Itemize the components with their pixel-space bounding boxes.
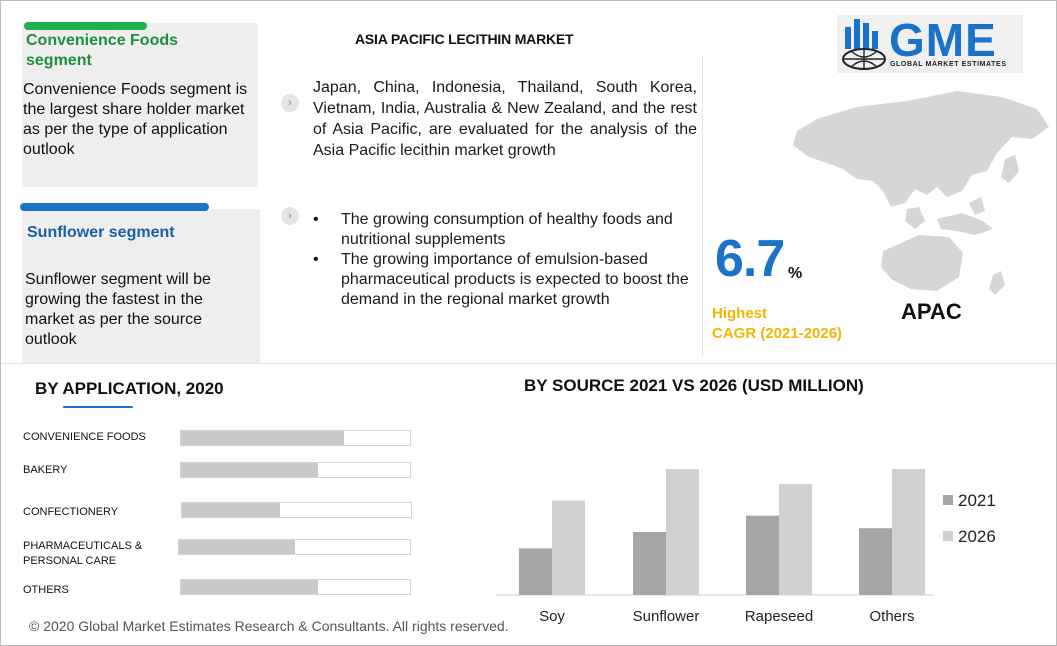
cagr-value: 6.7 <box>715 230 785 288</box>
legend-swatch <box>943 531 953 541</box>
application-bar <box>181 463 319 477</box>
sunflower-card <box>22 209 260 363</box>
asia-pacific-map <box>793 91 1049 295</box>
source-bar-2026 <box>892 469 925 595</box>
convenience-text: Convenience Foods segment is the largest… <box>23 81 248 158</box>
application-bar-track <box>178 539 411 555</box>
source-bar-2021 <box>746 515 779 595</box>
cagr-label-line1: Highest <box>712 305 768 322</box>
bullet-dot: • <box>313 251 319 268</box>
application-category-label: BAKERY <box>23 464 68 476</box>
source-category-label: Others <box>869 608 914 625</box>
source-bar-2026 <box>552 500 585 595</box>
application-category-label: PHARMACEUTICALS & PERSONAL CARE <box>23 540 143 567</box>
copyright-footer: © 2020 Global Market Estimates Research … <box>29 618 509 634</box>
horizontal-divider <box>1 363 1056 364</box>
application-chart-title: BY APPLICATION, 2020 <box>35 379 224 398</box>
chevron-right-icon: › <box>281 94 299 112</box>
cagr-unit: % <box>788 265 803 282</box>
sunflower-text: Sunflower segment will be growing the fa… <box>25 271 211 348</box>
application-bar <box>181 431 344 445</box>
intro-paragraph: Japan, China, Indonesia, Thailand, South… <box>313 79 697 159</box>
application-bar-track <box>180 462 411 478</box>
source-bar-2021 <box>859 528 892 595</box>
application-bar <box>181 580 319 594</box>
vertical-divider <box>702 57 703 357</box>
application-bar <box>182 503 281 517</box>
legend-label: 2026 <box>958 527 996 546</box>
bullet-text: The growing importance of emulsion-based… <box>341 251 689 308</box>
source-category-label: Rapeseed <box>745 608 813 625</box>
region-label: APAC <box>901 299 962 324</box>
page-title: ASIA PACIFIC LECITHIN MARKET <box>355 31 574 47</box>
sunflower-accent-bar <box>20 203 209 211</box>
bullet-text: The growing consumption of healthy foods… <box>341 211 673 248</box>
sunflower-title: Sunflower segment <box>27 224 175 241</box>
application-category-label: OTHERS <box>23 584 69 596</box>
convenience-card <box>22 23 258 187</box>
source-bar-2021 <box>519 548 552 595</box>
logo-tagline: GLOBAL MARKET ESTIMATES <box>890 61 1007 68</box>
source-category-label: Soy <box>539 608 565 625</box>
application-bar-track <box>181 502 412 518</box>
application-bar-track <box>180 430 411 446</box>
legend-swatch <box>943 495 953 505</box>
logo-wordmark: GME <box>889 14 997 66</box>
source-chart-title: BY SOURCE 2021 VS 2026 (USD MILLION) <box>524 376 864 395</box>
globe-buildings-icon <box>842 19 886 70</box>
application-bar <box>179 540 295 554</box>
application-bar-track <box>180 579 411 595</box>
cagr-label-line2: CAGR (2021-2026) <box>712 325 843 342</box>
chevron-right-icon: › <box>281 207 299 225</box>
source-bar-2021 <box>633 532 666 595</box>
source-bar-chart: Soy Sunflower Rapeseed Others 2021 2026 <box>496 469 996 625</box>
bullet-dot: • <box>313 211 319 228</box>
application-category-label: CONVENIENCE FOODS <box>23 431 146 443</box>
drivers-list: • The growing consumption of healthy food… <box>313 210 703 310</box>
legend-label: 2021 <box>958 491 996 510</box>
source-bar-2026 <box>779 484 812 595</box>
application-category-label: CONFECTIONERY <box>23 506 119 518</box>
list-item: • The growing importance of emulsion-base… <box>313 250 703 310</box>
application-title-underline <box>63 406 133 408</box>
list-item: • The growing consumption of healthy food… <box>313 210 703 250</box>
convenience-accent-bar <box>24 22 147 30</box>
source-category-label: Sunflower <box>633 608 700 625</box>
source-bar-2026 <box>666 469 699 595</box>
convenience-title: Convenience Foods segment <box>26 32 179 69</box>
